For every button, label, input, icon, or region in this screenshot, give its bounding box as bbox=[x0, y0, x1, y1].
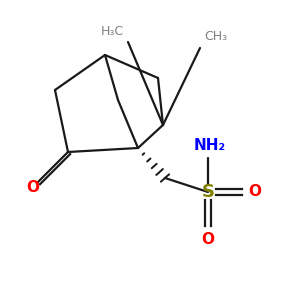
Text: NH₂: NH₂ bbox=[194, 139, 226, 154]
Text: O: O bbox=[202, 232, 214, 247]
Text: O: O bbox=[26, 181, 40, 196]
Text: S: S bbox=[202, 183, 214, 201]
Text: CH₃: CH₃ bbox=[204, 30, 227, 43]
Text: O: O bbox=[248, 184, 262, 200]
Text: H₃C: H₃C bbox=[101, 25, 124, 38]
